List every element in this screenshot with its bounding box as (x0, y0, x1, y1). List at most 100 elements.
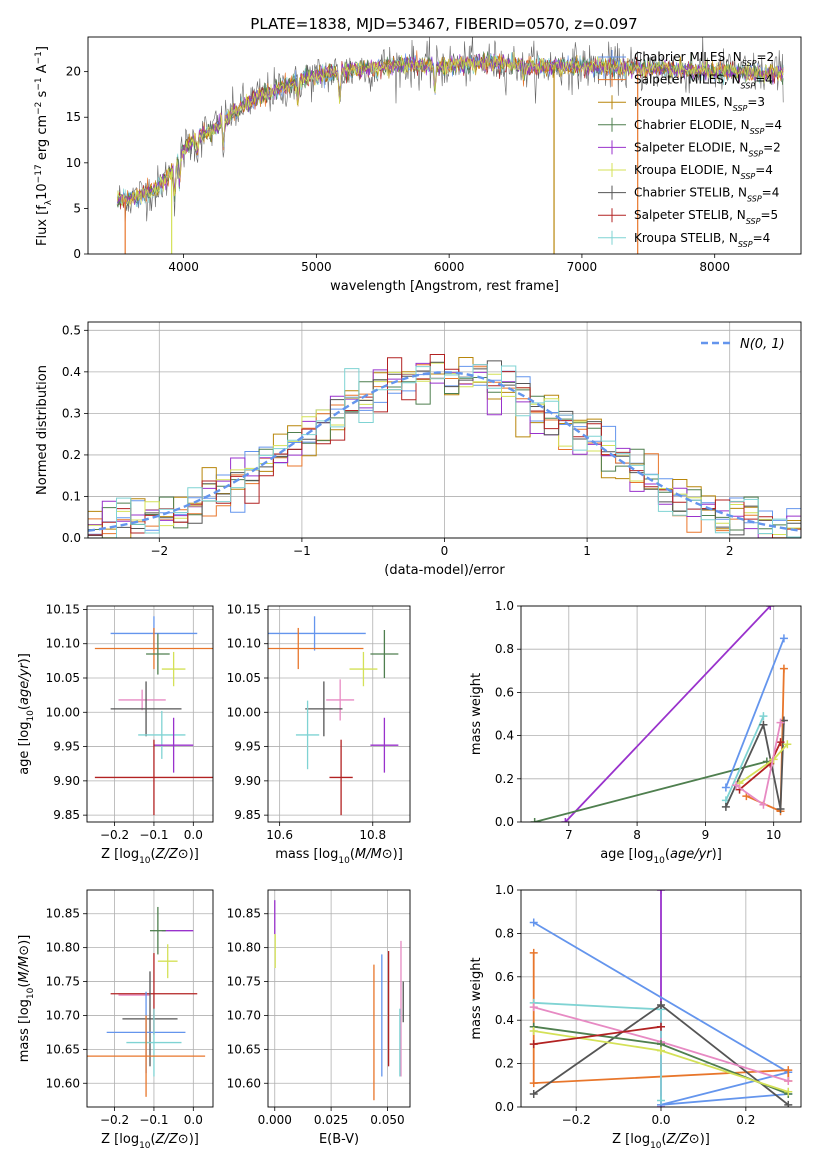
x-tick-label: −0.1 (139, 828, 168, 842)
legend-label: Chabrier STELIB, NSSP=4 (634, 186, 779, 204)
y-axis-label-part: mass weight (469, 957, 484, 1039)
weight-line-kroupa-stelib (725, 715, 765, 801)
x-tick-label: 8000 (699, 260, 730, 274)
z-vs-mass-panel: −0.2 −0.1 0.0 10.60 10.65 10.70 10.75 10.80 10.8… (17, 889, 214, 1151)
x-axis-label-part: )] (189, 1132, 199, 1147)
y-tick-label: 0.2 (495, 1057, 514, 1071)
y-tick-label: 10.75 (227, 975, 261, 989)
legend-label-tail: =4 (762, 186, 780, 200)
y-tick-label: 1.0 (495, 599, 514, 613)
legend-label-name: Kroupa MILES, N (634, 95, 733, 109)
z-mass-weight-panel: −0.2 0.0 0.2 0.0 0.2 0.4 0.6 0.8 1.0 Z [log10(Z/Z… (469, 883, 802, 1151)
legend-label-sub: SSP (741, 172, 756, 181)
x-tick-label: 0 (441, 544, 449, 558)
z-vs-age-panel: −0.2 −0.1 0.0 9.85 9.90 9.95 10.00 10.05 10.10 10… (17, 602, 214, 866)
legend-label-tail: =2 (756, 50, 774, 64)
x-tick-label: 0.0 (184, 828, 203, 842)
legend-label: Kroupa STELIB, NSSP=4 (634, 231, 770, 249)
x-tick-label: 0.000 (258, 1113, 292, 1127)
legend-label-tail: =2 (763, 140, 781, 154)
x-tick-label: 0.2 (736, 1113, 755, 1127)
legend-label-tail: =4 (753, 231, 771, 245)
y-axis-label-part: ( (17, 705, 32, 710)
y-tick-label: 0.0 (62, 531, 81, 545)
axes-frame (267, 605, 411, 823)
y-tick-label: 10.05 (227, 671, 261, 685)
x-axis-label-part: )] (189, 847, 199, 862)
y-axis-label-part: )] (17, 653, 32, 663)
weight-marker (776, 738, 785, 747)
legend-label-tail: =4 (755, 163, 773, 177)
x-axis-label-part: age [log (600, 847, 653, 862)
weight-marker (759, 800, 768, 809)
weight-marker (776, 718, 785, 727)
y-axis-label-part: 10 (26, 710, 36, 722)
y-axis-label-part: age [log (17, 722, 32, 775)
weight-line-salpeter-stelib (533, 1025, 662, 1045)
y-tick-label: 20 (66, 65, 81, 79)
weight-marker (529, 1089, 538, 1098)
legend-label-name: Kroupa STELIB, N (634, 231, 738, 245)
y-axis-label-part: mass weight (469, 673, 484, 755)
legend-label-name: Salpeter ELODIE, N (634, 140, 748, 154)
x-tick-label: 10 (766, 828, 781, 842)
x-axis-label-part: ( (662, 1132, 667, 1147)
x-tick-label: 1 (583, 544, 591, 558)
x-axis-label-part: )] (712, 847, 722, 862)
y-tick-label: 5 (73, 201, 81, 215)
mass-vs-age-panel: 10.6 10.8 9.85 9.90 9.95 10.00 10.05 10.10 10.15… (227, 602, 411, 866)
y-axis-label-part: 10 (26, 987, 36, 999)
y-tick-label: 0.4 (495, 1013, 514, 1027)
legend-label-sub: SSP (748, 149, 763, 158)
y-tick-label: 10.65 (46, 1042, 80, 1056)
weight-marker (776, 805, 785, 814)
x-axis-label-part: Z [log (612, 1132, 650, 1147)
y-axis-label: mass weight (469, 957, 484, 1039)
legend-label-tail: =4 (764, 118, 782, 132)
legend-label-sub: SSP (738, 239, 753, 248)
x-axis-label-part: Z/Z⊙ (666, 1132, 700, 1147)
x-axis-label: Z [log10(Z/Z⊙)] (101, 847, 199, 866)
y-tick-label: 0.1 (62, 489, 81, 503)
legend-label: Salpeter STELIB, NSSP=5 (634, 208, 778, 226)
legend-label-name: Salpeter MILES, N (634, 73, 741, 87)
x-axis-label-part: 10 (139, 856, 151, 866)
weight-marker (529, 1003, 538, 1012)
histogram-step-kroupa-stelib (88, 364, 801, 538)
y-axis-label-part: Normed distribution (35, 365, 50, 495)
y-tick-label: 0.8 (495, 642, 514, 656)
x-axis-label-part: Z [log (101, 847, 139, 862)
y-tick-label: 9.95 (53, 740, 80, 754)
legend-label-name: Kroupa ELODIE, N (634, 163, 741, 177)
y-tick-label: 15 (66, 110, 81, 124)
x-axis-label: age [log10(age/yr)] (600, 847, 722, 866)
weight-marker (657, 1022, 665, 1031)
y-axis-label: Flux [fλ10−17 erg cm−2 s−1 A−1] (34, 46, 54, 246)
x-tick-label: 7 (565, 828, 573, 842)
legend-label-name: Salpeter STELIB, N (634, 208, 746, 222)
y-tick-label: 10 (66, 156, 81, 170)
axes-frame (87, 36, 802, 255)
y-tick-label: 0.2 (495, 772, 514, 786)
x-axis-label-part: (data-model)/error (384, 563, 505, 578)
x-axis-label-part: )] (700, 1132, 710, 1147)
weight-line-chabrier-elodie (534, 760, 768, 822)
weight-marker (529, 948, 538, 957)
y-axis-label-part: mass [log (17, 999, 32, 1062)
weight-line-chabrier-miles (725, 638, 785, 788)
y-tick-label: 0.0 (495, 1100, 514, 1114)
y-axis-label: mass weight (469, 673, 484, 755)
y-tick-label: 1.0 (495, 883, 514, 897)
x-tick-label: 0.0 (651, 1113, 670, 1127)
legend-label-tail: =3 (747, 95, 765, 109)
y-axis-label-part: )] (17, 935, 32, 945)
legend-label: Chabrier MILES, NSSP=2 (634, 50, 774, 68)
y-axis-label-part: −2 (34, 102, 44, 115)
y-tick-label: 0.4 (62, 365, 81, 379)
y-tick-label: 10.80 (227, 941, 261, 955)
y-tick-label: 0.8 (495, 926, 514, 940)
x-axis-label-part: Z [log (101, 1132, 139, 1147)
x-axis-label-part: Z/Z⊙ (155, 1132, 189, 1147)
axes-frame (86, 889, 214, 1108)
x-axis-label-part: 10 (139, 1141, 151, 1151)
